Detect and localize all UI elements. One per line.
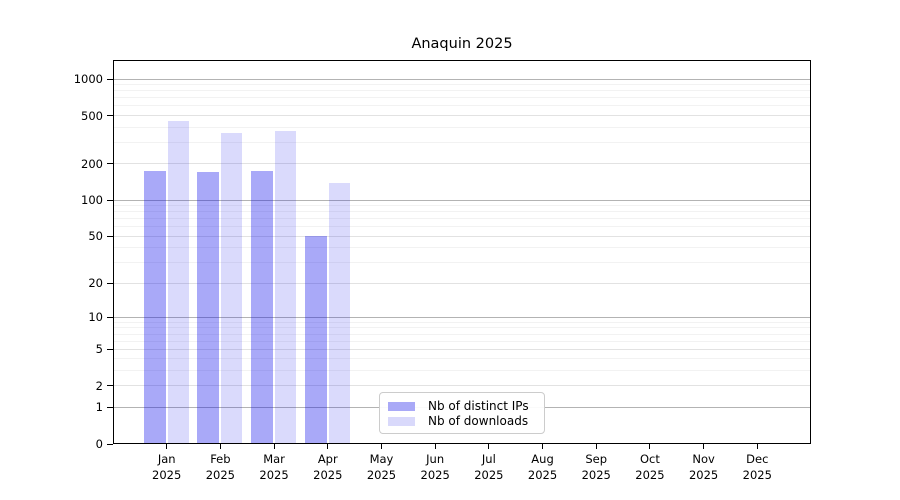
bar-feb-distinct-ips bbox=[197, 172, 220, 444]
legend-swatch-downloads bbox=[388, 417, 415, 426]
y-tick-mark bbox=[107, 348, 113, 350]
x-tick-mark bbox=[434, 444, 436, 449]
minor-gridline bbox=[113, 105, 811, 107]
minor-gridline bbox=[113, 211, 811, 213]
minor-gridline bbox=[113, 90, 811, 92]
x-tick-label: Aug 2025 bbox=[527, 452, 558, 482]
bar-mar-distinct-ips bbox=[251, 170, 274, 444]
x-tick-mark bbox=[327, 444, 329, 449]
x-tick-mark bbox=[219, 444, 221, 449]
x-tick-label: May 2025 bbox=[366, 452, 397, 482]
legend-label: Nb of downloads bbox=[428, 414, 529, 428]
y-tick-label: 100 bbox=[81, 193, 103, 208]
bar-jan-distinct-ips bbox=[143, 170, 166, 444]
minor-gridline bbox=[113, 126, 811, 128]
y-tick-mark bbox=[107, 385, 113, 387]
minor-gridline bbox=[113, 370, 811, 372]
y-tick-mark bbox=[107, 78, 113, 80]
minor-gridline bbox=[113, 358, 811, 360]
x-tick-mark bbox=[649, 444, 651, 449]
minor-gridline bbox=[113, 226, 811, 228]
y-tick-mark bbox=[107, 115, 113, 117]
minor-gridline bbox=[113, 321, 811, 323]
legend-swatch-distinct-ips bbox=[388, 402, 415, 411]
x-tick-label: Jun 2025 bbox=[420, 452, 450, 482]
minor-gridline bbox=[113, 205, 811, 207]
y-tick-mark bbox=[107, 406, 113, 408]
x-tick-label: Dec 2025 bbox=[742, 452, 772, 482]
y-tick-label: 5 bbox=[95, 342, 103, 357]
x-tick-mark bbox=[380, 444, 382, 449]
minor-gridline bbox=[113, 247, 811, 249]
gridline bbox=[113, 163, 811, 165]
y-tick-mark bbox=[107, 316, 113, 318]
y-tick-mark bbox=[107, 199, 113, 201]
minor-gridline bbox=[113, 84, 811, 86]
bar-apr-downloads bbox=[328, 182, 350, 444]
x-tick-label: Apr 2025 bbox=[313, 452, 343, 482]
y-tick-mark bbox=[107, 163, 113, 165]
x-tick-label: Jan 2025 bbox=[152, 452, 182, 482]
x-tick-mark bbox=[703, 444, 705, 449]
chart-title: Anaquin 2025 bbox=[411, 36, 513, 52]
y-tick-mark bbox=[107, 443, 113, 445]
y-tick-mark bbox=[107, 235, 113, 237]
x-tick-mark bbox=[273, 444, 275, 449]
x-tick-mark bbox=[595, 444, 597, 449]
x-tick-label: Feb 2025 bbox=[205, 452, 236, 482]
decade-gridline bbox=[113, 199, 811, 201]
legend-item: Nb of distinct IPs bbox=[388, 399, 534, 414]
gridline bbox=[113, 348, 811, 350]
bar-jan-downloads bbox=[167, 121, 189, 444]
y-tick-label: 500 bbox=[81, 108, 103, 123]
x-tick-mark bbox=[166, 444, 168, 449]
minor-gridline bbox=[113, 333, 811, 335]
gridline bbox=[113, 115, 811, 117]
gridline bbox=[113, 235, 811, 237]
y-tick-label: 200 bbox=[81, 156, 103, 171]
bar-feb-downloads bbox=[221, 132, 243, 444]
y-tick-label: 20 bbox=[88, 276, 103, 291]
y-tick-label: 50 bbox=[88, 229, 103, 244]
y-tick-label: 0 bbox=[95, 437, 103, 451]
x-tick-label: Sep 2025 bbox=[581, 452, 611, 482]
legend-item: Nb of downloads bbox=[388, 414, 534, 429]
y-tick-mark bbox=[107, 282, 113, 284]
legend-label: Nb of distinct IPs bbox=[428, 399, 529, 413]
minor-gridline bbox=[113, 97, 811, 99]
bar-apr-distinct-ips bbox=[304, 236, 327, 444]
y-tick-label: 2 bbox=[95, 378, 103, 393]
legend: Nb of distinct IPs Nb of downloads bbox=[379, 392, 545, 434]
x-tick-label: Nov 2025 bbox=[688, 452, 719, 482]
decade-gridline bbox=[113, 78, 811, 80]
x-tick-label: Mar 2025 bbox=[259, 452, 289, 482]
minor-gridline bbox=[113, 141, 811, 143]
x-tick-mark bbox=[542, 444, 544, 449]
x-tick-label: Oct 2025 bbox=[635, 452, 665, 482]
x-tick-mark bbox=[756, 444, 758, 449]
x-tick-label: Jul 2025 bbox=[474, 452, 504, 482]
minor-gridline bbox=[113, 327, 811, 329]
gridline bbox=[113, 385, 811, 387]
x-tick-mark bbox=[488, 444, 490, 449]
minor-gridline bbox=[113, 340, 811, 342]
gridline bbox=[113, 282, 811, 284]
y-tick-label: 10 bbox=[88, 310, 103, 325]
decade-gridline bbox=[113, 316, 811, 318]
bar-mar-downloads bbox=[275, 130, 297, 444]
minor-gridline bbox=[113, 218, 811, 220]
y-tick-label: 1 bbox=[95, 400, 103, 415]
minor-gridline bbox=[113, 262, 811, 264]
y-tick-label: 1000 bbox=[73, 72, 103, 86]
